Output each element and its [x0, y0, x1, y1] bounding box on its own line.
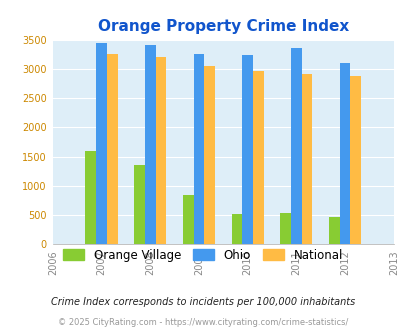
Bar	[182, 194, 193, 244]
Bar	[155, 57, 166, 244]
Title: Orange Property Crime Index: Orange Property Crime Index	[98, 19, 348, 34]
Bar	[204, 66, 215, 244]
Bar	[328, 217, 339, 244]
Bar	[231, 214, 242, 244]
Bar	[290, 49, 301, 244]
Bar	[339, 63, 350, 244]
Bar	[134, 165, 145, 244]
Bar	[350, 77, 360, 244]
Bar	[301, 74, 312, 244]
Bar	[96, 43, 107, 244]
Bar	[252, 71, 263, 244]
Text: Crime Index corresponds to incidents per 100,000 inhabitants: Crime Index corresponds to incidents per…	[51, 297, 354, 307]
Text: © 2025 CityRating.com - https://www.cityrating.com/crime-statistics/: © 2025 CityRating.com - https://www.city…	[58, 318, 347, 327]
Bar	[145, 45, 155, 244]
Bar	[85, 151, 96, 244]
Legend: Orange Village, Ohio, National: Orange Village, Ohio, National	[58, 244, 347, 266]
Bar	[193, 54, 204, 244]
Bar	[279, 213, 290, 244]
Bar	[107, 54, 117, 244]
Bar	[242, 55, 252, 244]
